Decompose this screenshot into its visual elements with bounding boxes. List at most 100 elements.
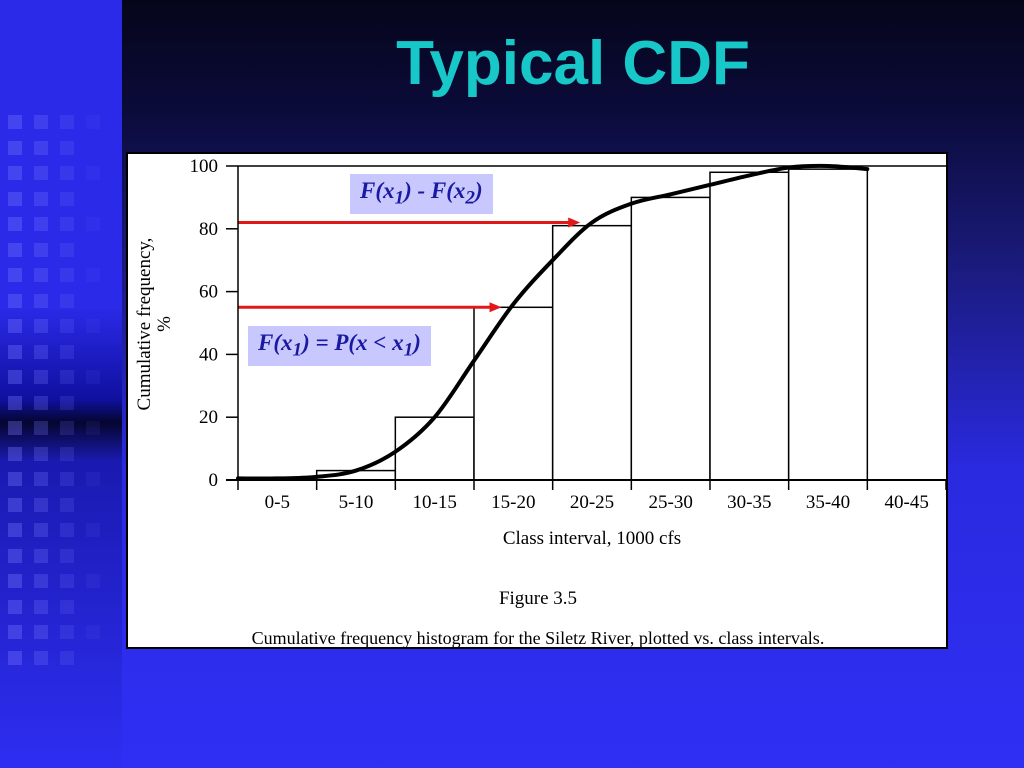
decorative-square [8, 191, 22, 206]
annotation-subscript: 1 [292, 339, 303, 361]
decorative-square [86, 319, 100, 333]
y-tick-label: 100 [190, 156, 219, 177]
decorative-square [60, 472, 74, 486]
decorative-square [34, 370, 48, 384]
decorative-square [8, 497, 22, 512]
slide-title: Typical CDF [396, 29, 750, 98]
y-axis-unit: % [154, 316, 175, 332]
annotation-subscript: 1 [403, 339, 414, 361]
histogram-bar [709, 171, 790, 481]
x-tick-label: 40-45 [885, 492, 929, 513]
decorative-square [86, 523, 100, 537]
annotation-text: ) = P(x < x [302, 330, 404, 355]
x-tick-label: 20-25 [570, 492, 614, 513]
decorative-square [60, 293, 74, 308]
decorative-square [34, 625, 48, 639]
decorative-square [60, 115, 74, 129]
decorative-square [34, 191, 48, 206]
decorative-square [8, 268, 22, 282]
decorative-square [8, 548, 22, 563]
decorative-square [34, 497, 48, 512]
decorative-square [86, 421, 100, 435]
decorative-square [34, 242, 48, 257]
decorative-square [34, 472, 48, 486]
y-tick-label: 20 [199, 407, 218, 428]
decorative-square [8, 523, 22, 537]
decorative-square [60, 140, 74, 155]
decorative-square [60, 191, 74, 206]
decorative-square [34, 523, 48, 537]
decorative-square [8, 472, 22, 486]
decorative-square [8, 140, 22, 155]
sidebar-decoration [0, 0, 122, 768]
annotation-subscript: 2 [465, 187, 475, 209]
annotation-difference: F(x1) - F(x2) [350, 174, 493, 214]
decorative-square [60, 650, 74, 665]
decorative-square [60, 523, 74, 537]
figure-label: Figure 3.5 [499, 588, 577, 609]
decorative-square [60, 166, 74, 180]
decorative-square [8, 217, 22, 231]
decorative-square [34, 548, 48, 563]
figure-panel: 0 20 40 60 80 100 0-5 5-10 10-15 15-20 20-25 25-30 3… [126, 152, 948, 649]
arrow-layer [238, 217, 581, 313]
annotation-definition: F(x1) = P(x < x1) [248, 326, 431, 366]
decorative-square [8, 599, 22, 614]
decorative-square [60, 217, 74, 231]
decorative-square [86, 625, 100, 639]
decorative-square [34, 166, 48, 180]
annotation-text: F(x [258, 330, 293, 355]
decorative-square [34, 115, 48, 129]
x-tick-label: 5-10 [339, 492, 374, 513]
decorative-square [34, 319, 48, 333]
decorative-square [8, 293, 22, 308]
decorative-square [8, 395, 22, 410]
decorative-square [34, 217, 48, 231]
histogram-bar [473, 306, 554, 481]
y-tick-label: 40 [199, 344, 218, 365]
decorative-square [8, 242, 22, 257]
decorative-square [60, 625, 74, 639]
annotation-subscript: 1 [394, 187, 405, 209]
red-arrow-head [568, 217, 581, 228]
axes-layer: 0 20 40 60 80 100 0-5 5-10 10-15 15-20 20-25 25-30 3… [190, 156, 946, 513]
cdf-curve [236, 163, 870, 481]
decorative-square [34, 421, 48, 435]
decorative-square [8, 319, 22, 333]
decorative-square [86, 268, 100, 282]
decorative-square [8, 446, 22, 461]
y-axis-label: Cumulative frequency, [134, 238, 155, 411]
annotation-text: ) - F(x [404, 178, 466, 203]
y-tick-label: 0 [209, 470, 219, 491]
x-tick-label: 15-20 [491, 492, 535, 513]
decorative-square [34, 446, 48, 461]
decorative-square [8, 370, 22, 384]
histogram-bar [551, 224, 633, 481]
decorative-square [34, 293, 48, 308]
decorative-square [60, 599, 74, 614]
decorative-square [86, 370, 100, 384]
decorative-square [60, 344, 74, 359]
decorative-square [8, 421, 22, 435]
annotation-text: ) [474, 178, 483, 203]
x-tick-label: 30-35 [727, 492, 771, 513]
decorative-square [34, 599, 48, 614]
decorative-square [34, 574, 48, 588]
decorative-square [8, 166, 22, 180]
decorative-square [60, 370, 74, 384]
decorative-squares [0, 115, 122, 675]
annotation-text: F(x [360, 178, 395, 203]
y-tick-label: 60 [199, 282, 218, 303]
decorative-square [34, 140, 48, 155]
decorative-square [8, 650, 22, 665]
y-tick-label: 80 [199, 219, 218, 240]
decorative-square [8, 625, 22, 639]
decorative-square [86, 574, 100, 588]
decorative-square [86, 166, 100, 180]
red-arrow-head [489, 302, 502, 313]
x-tick-label: 25-30 [649, 492, 693, 513]
decorative-square [86, 217, 100, 231]
decorative-square [34, 268, 48, 282]
decorative-square [8, 115, 22, 129]
decorative-square [60, 268, 74, 282]
